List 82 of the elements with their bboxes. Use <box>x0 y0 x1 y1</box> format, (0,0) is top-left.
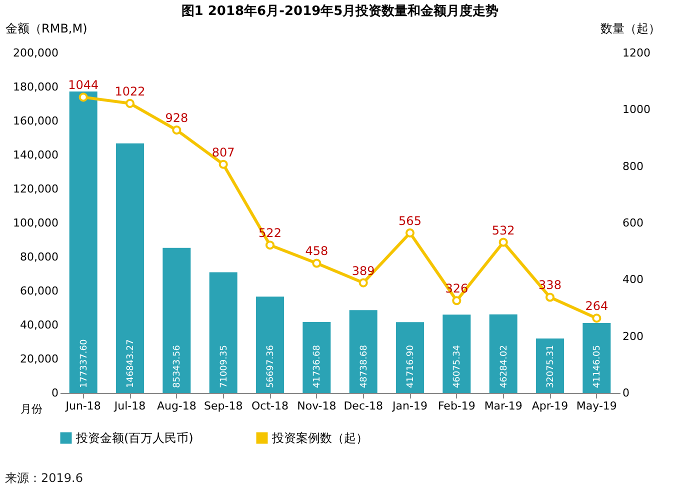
y-tick-label: 20,000 <box>20 352 58 366</box>
point <box>312 258 322 268</box>
data-label: 177337.60 <box>79 339 90 388</box>
point <box>172 126 182 135</box>
x-tick-label: Sep-18 <box>204 400 243 412</box>
x-tick-label: Nov-18 <box>297 400 336 412</box>
y-tick-label: 160,000 <box>13 114 58 128</box>
point <box>218 160 228 169</box>
point <box>498 238 508 247</box>
bar <box>302 322 331 393</box>
data-label: 146843.27 <box>126 339 136 388</box>
data-label: 389 <box>352 264 375 278</box>
y2-tick-label: 400 <box>622 273 644 286</box>
y2-tick-label: 600 <box>622 216 644 230</box>
bar <box>256 296 284 393</box>
y-tick-label: 140,000 <box>13 148 58 162</box>
data-label: 48738.68 <box>359 344 370 388</box>
point <box>78 92 88 102</box>
y-tick-label: 40,000 <box>20 318 58 332</box>
x-tick-label: Dec-18 <box>344 400 383 412</box>
data-label: 32075.31 <box>546 345 556 388</box>
point <box>452 296 462 306</box>
data-label: 46075.34 <box>452 344 463 388</box>
point <box>592 314 602 323</box>
y2-tick-label: 0 <box>622 386 630 400</box>
data-label: 928 <box>165 111 188 126</box>
y2-axis-title: 数量（起） <box>600 22 660 36</box>
y-axis-title: 金额（RMB,M) <box>6 22 88 36</box>
data-label: 41146.05 <box>592 345 603 388</box>
bar <box>209 272 238 393</box>
x-tick-label: Mar-19 <box>484 400 522 412</box>
y-tick-label: 200,000 <box>13 46 58 60</box>
x-tick-label: Oct-18 <box>252 400 288 412</box>
y2-tick-label: 800 <box>622 160 644 173</box>
point <box>405 228 415 238</box>
source-note: 来源：2019.6 <box>5 471 83 485</box>
x-tick-label: Apr-19 <box>532 400 568 412</box>
y-tick-label: 80,000 <box>20 250 58 264</box>
data-label: 71009.35 <box>219 345 230 388</box>
data-label: 1022 <box>114 84 146 98</box>
bar <box>162 248 191 393</box>
x-tick-label: Jan-19 <box>392 400 428 412</box>
y2-tick-label: 200 <box>622 330 644 343</box>
y-tick-label: 120,000 <box>13 182 58 196</box>
bar <box>582 323 611 393</box>
bar <box>536 338 564 393</box>
x-tick-label: May-19 <box>576 400 617 412</box>
data-label: 41716.90 <box>406 344 416 388</box>
bar <box>69 92 98 393</box>
y-tick-label: 0 <box>52 386 58 400</box>
bar <box>349 310 378 393</box>
bar <box>396 322 424 393</box>
data-label: 565 <box>398 214 422 228</box>
data-label: 264 <box>585 299 608 314</box>
bar <box>489 314 518 393</box>
y-tick-label: 100,000 <box>13 216 58 230</box>
point <box>265 240 275 250</box>
x-tick-label: Jun-18 <box>64 400 101 412</box>
y-tick-label: 180,000 <box>13 80 58 94</box>
data-label: 41736.68 <box>312 344 323 388</box>
legend-label: 投资金额(百万人民币) <box>75 431 194 445</box>
y-tick-label: 60,000 <box>20 284 58 298</box>
x-tick-label: Jul-18 <box>113 400 146 412</box>
data-label: 1044 <box>68 78 99 92</box>
point <box>358 278 368 288</box>
legend-label: 投资案例数（起） <box>271 431 368 445</box>
bar <box>442 314 471 393</box>
point <box>125 98 135 108</box>
y2-tick-label: 1200 <box>622 46 650 60</box>
data-label: 807 <box>212 145 235 160</box>
chart-title: 图1 2018年6月-2019年5月投资数量和金额月度走势 <box>181 3 499 19</box>
data-label: 458 <box>305 244 328 258</box>
point <box>545 292 555 302</box>
x-tick-label: Aug-18 <box>156 400 196 412</box>
data-label: 85343.56 <box>172 344 183 388</box>
x-axis-title: 月份 <box>20 402 42 416</box>
x-tick-label: Feb-19 <box>438 400 476 412</box>
data-label: 56697.36 <box>266 344 276 388</box>
data-label: 46284.02 <box>499 345 510 388</box>
bar <box>116 143 144 393</box>
data-label: 532 <box>492 223 515 238</box>
y2-tick-label: 1000 <box>622 103 650 116</box>
